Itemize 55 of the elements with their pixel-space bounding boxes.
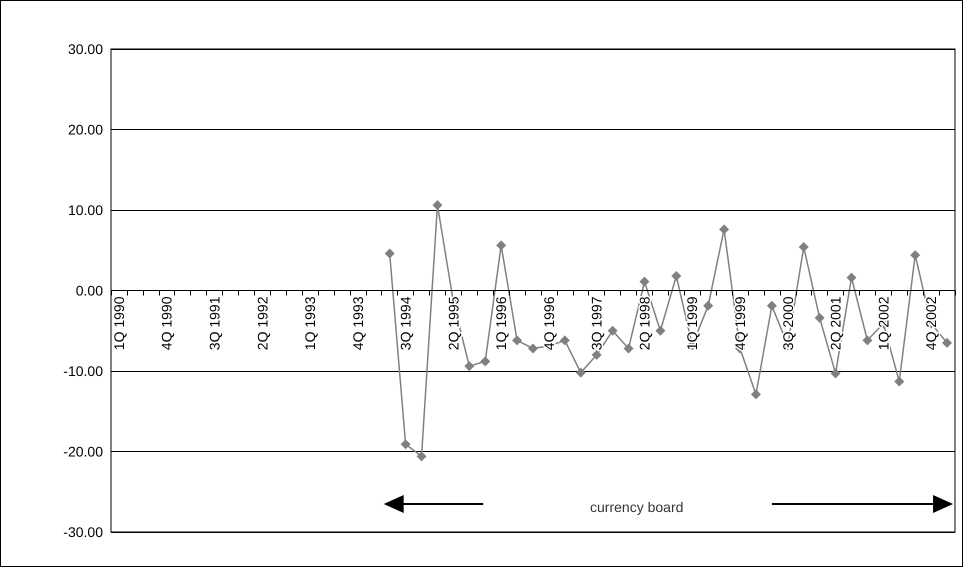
point — [750, 389, 761, 400]
x-tick-label: 3Q 1994 — [398, 296, 414, 350]
x-tick-label: 2Q 2001 — [828, 296, 844, 350]
y-tick-label: 20.00 — [68, 122, 104, 138]
y-tick-label: 0.00 — [76, 282, 104, 298]
point — [464, 361, 474, 372]
point — [639, 276, 650, 287]
point — [608, 326, 618, 336]
point — [862, 335, 872, 346]
point — [560, 335, 570, 346]
point — [432, 200, 442, 210]
point — [671, 271, 682, 282]
point — [592, 350, 602, 360]
point — [480, 356, 490, 366]
point — [655, 326, 666, 336]
y-tick-label: -20.00 — [63, 444, 104, 460]
point — [942, 338, 952, 348]
x-tick-label: 2Q 1998 — [636, 296, 652, 350]
point — [400, 439, 411, 450]
point — [766, 300, 777, 311]
point — [528, 343, 538, 354]
point — [416, 451, 427, 462]
x-tick-label: 1Q 1993 — [302, 296, 318, 350]
y-tick-label: -30.00 — [63, 524, 104, 540]
point — [576, 368, 586, 378]
x-tick-label: 4Q 1990 — [158, 296, 175, 350]
point — [384, 248, 395, 258]
x-tick-label: 1Q 1990 — [110, 296, 127, 350]
y-tick-label: -10.00 — [63, 363, 104, 379]
point — [910, 250, 920, 260]
y-tick-label: 30.00 — [68, 41, 104, 57]
point — [719, 224, 730, 234]
point — [814, 312, 825, 323]
point — [512, 335, 522, 346]
x-tick-label: 3Q 1997 — [588, 296, 605, 350]
point — [496, 240, 506, 250]
x-tick-label: 4Q 1993 — [350, 296, 366, 350]
point — [830, 368, 841, 378]
point — [894, 376, 904, 386]
x-tick-label: 3Q 1991 — [206, 296, 223, 350]
point — [846, 272, 856, 283]
x-tick-label: 4Q 2002 — [923, 296, 940, 350]
point — [624, 343, 634, 354]
x-tick-label: 1Q 2002 — [875, 296, 892, 350]
x-tick-label: 4Q 1996 — [540, 296, 557, 350]
x-tick-label: 3Q 2000 — [780, 296, 796, 350]
point — [703, 300, 714, 311]
x-tick-label: 4Q 1999 — [732, 296, 748, 350]
x-tick-label: 1Q 1999 — [684, 296, 700, 350]
point — [798, 242, 809, 252]
x-tick-label: 2Q 1995 — [445, 296, 462, 350]
x-tick-label: 1Q 1996 — [493, 296, 510, 350]
annotation: currency board — [590, 499, 684, 515]
x-tick-label: 2Q 1992 — [254, 296, 270, 350]
y-tick-label: 10.00 — [68, 202, 104, 218]
